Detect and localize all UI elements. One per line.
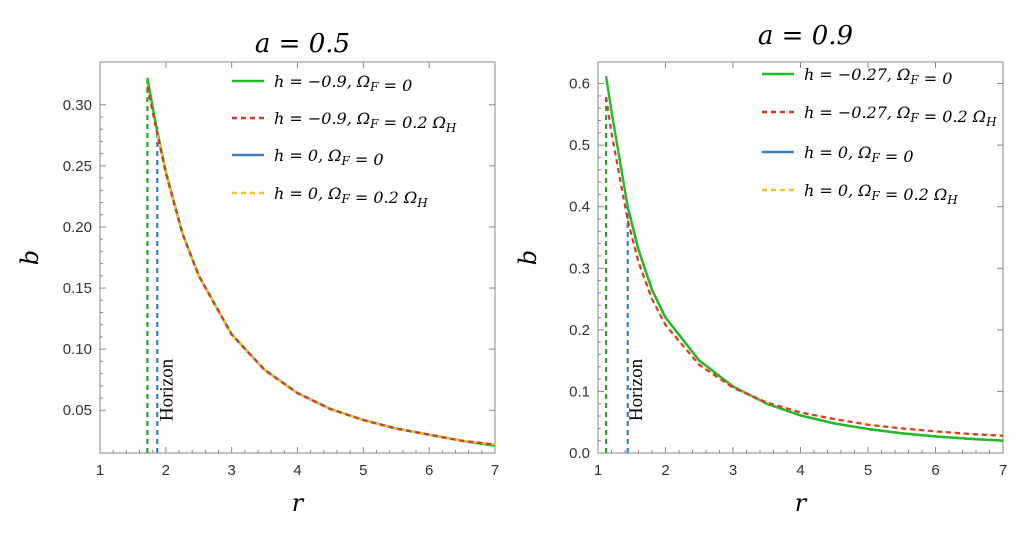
series-line	[146, 86, 495, 446]
legend-entry: h = 0, ΩF = 0.2 ΩH	[274, 184, 428, 210]
x-tick-label: 4	[796, 462, 804, 479]
x-axis-label: r	[795, 489, 808, 517]
x-tick-label: 6	[425, 462, 433, 479]
legend-entry: h = 0, ΩF = 0	[804, 143, 914, 166]
x-tick-label: 3	[227, 462, 235, 479]
series-line	[626, 219, 1003, 437]
x-tick-label: 1	[96, 462, 104, 479]
y-axis-label: b	[514, 250, 542, 265]
horizon-label: Horizon	[156, 358, 177, 421]
y-tick-label: 0.4	[569, 199, 590, 216]
series-line	[604, 76, 1003, 442]
x-tick-label: 6	[931, 462, 939, 479]
y-tick-label: 0.30	[63, 97, 92, 114]
y-tick-label: 0.5	[569, 137, 590, 154]
series-line	[156, 131, 495, 447]
series-line	[156, 133, 495, 446]
y-tick-label: 0.2	[569, 322, 590, 339]
y-tick-label: 0.15	[63, 280, 92, 297]
chart-panel-a05: a = 0.5 1 2 3 4 5 6 7 0.05 0.10 0.15 0.20 0.25 0.30 r b…	[16, 29, 499, 517]
legend-entry: h = −0.27, ΩF = 0.2 ΩH	[804, 103, 997, 129]
chart-title: a = 0.9	[758, 21, 853, 51]
legend-entry: h = −0.9, ΩF = 0.2 ΩH	[274, 109, 457, 135]
legend-entry: h = 0, ΩF = 0	[274, 146, 384, 169]
x-tick-label: 5	[864, 462, 872, 479]
y-tick-label: 0.05	[63, 402, 92, 419]
x-tick-label: 1	[594, 462, 602, 479]
x-tick-label: 5	[359, 462, 367, 479]
series-line	[605, 96, 1003, 437]
y-tick-label: 0.6	[569, 76, 590, 93]
horizon-label: Horizon	[626, 358, 647, 421]
legend-entry: h = 0, ΩF = 0.2 ΩH	[804, 181, 958, 207]
series-line	[626, 206, 1003, 442]
y-axis-label: b	[16, 250, 44, 265]
x-tick-label: 2	[661, 462, 669, 479]
chart-panel-a09: a = 0.9 1 2 3 4 5 6 7 0.0 0.1 0.2 0.3 0.4 0.5 0.6 r b Hor…	[514, 21, 1007, 517]
legend-entry: h = −0.27, ΩF = 0	[804, 65, 952, 88]
y-tick-label: 0.1	[569, 383, 590, 400]
x-tick-label: 3	[729, 462, 737, 479]
y-tick-label: 0.20	[63, 219, 92, 236]
y-tick-label: 0.0	[569, 445, 590, 462]
chart-title: a = 0.5	[255, 29, 350, 59]
series-line	[146, 77, 495, 447]
y-tick-label: 0.25	[63, 158, 92, 175]
x-axis-label: r	[292, 489, 305, 517]
x-tick-label: 7	[999, 462, 1007, 479]
x-tick-label: 7	[491, 462, 499, 479]
x-tick-label: 2	[162, 462, 170, 479]
x-tick-label: 4	[293, 462, 301, 479]
y-tick-label: 0.10	[63, 341, 92, 358]
legend-entry: h = −0.9, ΩF = 0	[274, 72, 412, 95]
y-tick-label: 0.3	[569, 260, 590, 277]
